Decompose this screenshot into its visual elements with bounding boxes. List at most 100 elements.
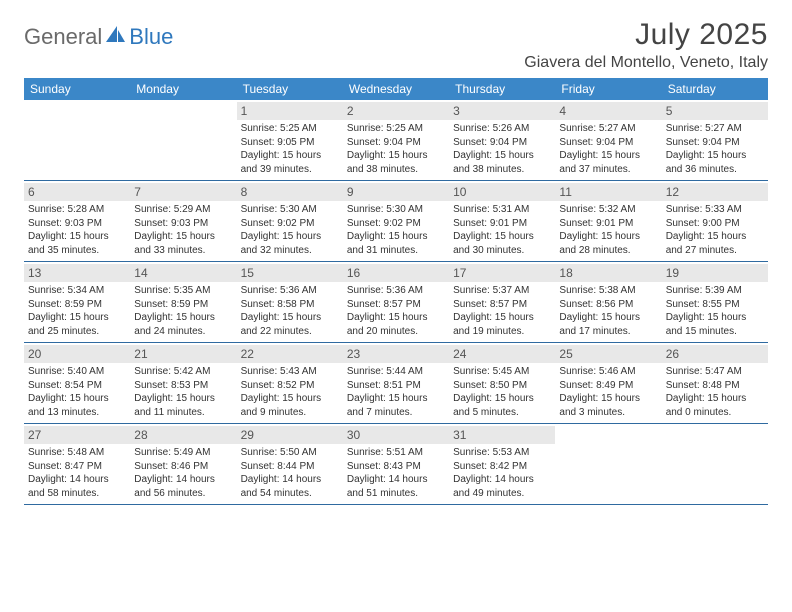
calendar-cell: 1Sunrise: 5:25 AMSunset: 9:05 PMDaylight… (237, 100, 343, 180)
calendar-cell: 20Sunrise: 5:40 AMSunset: 8:54 PMDayligh… (24, 343, 130, 423)
calendar-cell: 29 Sunrise: 5:50 AMSunset: 8:44 PMDayligh… (237, 424, 343, 504)
day-number: 21 (130, 345, 236, 363)
day-header: Monday (130, 78, 236, 100)
day-header: Thursday (449, 78, 555, 100)
calendar-cell: 15 Sunrise: 5:36 AMSunset: 8:58 PMDayligh… (237, 262, 343, 342)
day-details: Sunrise: 5:27 AMSunset: 9:04 PMDaylight:… (559, 122, 657, 176)
day-details: Sunrise: 5:38 AMSunset: 8:56 PMDaylight:… (559, 284, 657, 338)
day-details: Sunrise: 5:43 AMSunset: 8:52 PMDaylight:… (241, 365, 339, 419)
calendar-cell: 24 Sunrise: 5:45 AMSunset: 8:50 PMDayligh… (449, 343, 555, 423)
calendar-cell: 2Sunrise: 5:25 AMSunset: 9:04 PMDaylight… (343, 100, 449, 180)
day-number: 10 (449, 183, 555, 201)
day-details: Sunrise: 5:47 AMSunset: 8:48 PMDaylight:… (666, 365, 764, 419)
day-details: Sunrise: 5:31 AMSunset: 9:01 PMDaylight:… (453, 203, 551, 257)
calendar-cell: 30 Sunrise: 5:51 AMSunset: 8:43 PMDayligh… (343, 424, 449, 504)
day-number: 26 (662, 345, 768, 363)
calendar-cell: 3 Sunrise: 5:26 AMSunset: 9:04 PMDaylight… (449, 100, 555, 180)
calendar-cell: 8 Sunrise: 5:30 AMSunset: 9:02 PMDaylight… (237, 181, 343, 261)
day-details: Sunrise: 5:51 AMSunset: 8:43 PMDaylight:… (347, 446, 445, 500)
day-number: 30 (343, 426, 449, 444)
day-details: Sunrise: 5:44 AMSunset: 8:51 PMDaylight:… (347, 365, 445, 419)
day-details: Sunrise: 5:36 AMSunset: 8:57 PMDaylight:… (347, 284, 445, 338)
day-number: 27 (24, 426, 130, 444)
calendar-cell: 4 Sunrise: 5:27 AMSunset: 9:04 PMDaylight… (555, 100, 661, 180)
calendar-cell: 28 Sunrise: 5:49 AMSunset: 8:46 PMDayligh… (130, 424, 236, 504)
day-number: 4 (555, 102, 661, 120)
day-number: 16 (343, 264, 449, 282)
day-number: 3 (449, 102, 555, 120)
calendar-cell: . (662, 424, 768, 504)
calendar-cell: . (130, 100, 236, 180)
day-number: 14 (130, 264, 236, 282)
calendar-cell: 9Sunrise: 5:30 AMSunset: 9:02 PMDaylight… (343, 181, 449, 261)
day-number: 8 (237, 183, 343, 201)
calendar-cell: 5Sunrise: 5:27 AMSunset: 9:04 PMDaylight… (662, 100, 768, 180)
day-number: 31 (449, 426, 555, 444)
calendar-cell: . (555, 424, 661, 504)
day-details: Sunrise: 5:35 AMSunset: 8:59 PMDaylight:… (134, 284, 232, 338)
day-number: 18 (555, 264, 661, 282)
day-header: Friday (555, 78, 661, 100)
day-number: 9 (343, 183, 449, 201)
calendar-cell: 6 Sunrise: 5:28 AMSunset: 9:03 PMDaylight… (24, 181, 130, 261)
day-number: 13 (24, 264, 130, 282)
logo: General Blue (24, 18, 173, 50)
day-details: Sunrise: 5:29 AMSunset: 9:03 PMDaylight:… (134, 203, 232, 257)
week-row: 6 Sunrise: 5:28 AMSunset: 9:03 PMDaylight… (24, 181, 768, 262)
day-details: Sunrise: 5:25 AMSunset: 9:04 PMDaylight:… (347, 122, 445, 176)
week-row: 27 Sunrise: 5:48 AMSunset: 8:47 PMDayligh… (24, 424, 768, 505)
day-details: Sunrise: 5:42 AMSunset: 8:53 PMDaylight:… (134, 365, 232, 419)
day-header: Saturday (662, 78, 768, 100)
calendar-cell: 26 Sunrise: 5:47 AMSunset: 8:48 PMDayligh… (662, 343, 768, 423)
day-number: 20 (24, 345, 130, 363)
calendar-cell: 23Sunrise: 5:44 AMSunset: 8:51 PMDayligh… (343, 343, 449, 423)
day-number: 12 (662, 183, 768, 201)
day-details: Sunrise: 5:30 AMSunset: 9:02 PMDaylight:… (241, 203, 339, 257)
header: General Blue July 2025 Giavera del Monte… (24, 18, 768, 72)
calendar-cell: 7 Sunrise: 5:29 AMSunset: 9:03 PMDaylight… (130, 181, 236, 261)
week-row: 20Sunrise: 5:40 AMSunset: 8:54 PMDayligh… (24, 343, 768, 424)
week-row: ..1Sunrise: 5:25 AMSunset: 9:05 PMDaylig… (24, 100, 768, 181)
week-row: 13 Sunrise: 5:34 AMSunset: 8:59 PMDayligh… (24, 262, 768, 343)
day-number: 29 (237, 426, 343, 444)
day-header-row: SundayMondayTuesdayWednesdayThursdayFrid… (24, 78, 768, 100)
day-details: Sunrise: 5:46 AMSunset: 8:49 PMDaylight:… (559, 365, 657, 419)
day-details: Sunrise: 5:45 AMSunset: 8:50 PMDaylight:… (453, 365, 551, 419)
calendar-cell: 17 Sunrise: 5:37 AMSunset: 8:57 PMDayligh… (449, 262, 555, 342)
day-details: Sunrise: 5:26 AMSunset: 9:04 PMDaylight:… (453, 122, 551, 176)
day-details: Sunrise: 5:39 AMSunset: 8:55 PMDaylight:… (666, 284, 764, 338)
calendar-cell: 12Sunrise: 5:33 AMSunset: 9:00 PMDayligh… (662, 181, 768, 261)
calendar-cell: 27 Sunrise: 5:48 AMSunset: 8:47 PMDayligh… (24, 424, 130, 504)
day-details: Sunrise: 5:34 AMSunset: 8:59 PMDaylight:… (28, 284, 126, 338)
title-block: July 2025 Giavera del Montello, Veneto, … (524, 18, 768, 72)
day-number: 19 (662, 264, 768, 282)
day-details: Sunrise: 5:48 AMSunset: 8:47 PMDaylight:… (28, 446, 126, 500)
day-details: Sunrise: 5:25 AMSunset: 9:05 PMDaylight:… (241, 122, 339, 176)
day-number: 17 (449, 264, 555, 282)
day-details: Sunrise: 5:49 AMSunset: 8:46 PMDaylight:… (134, 446, 232, 500)
calendar-cell: 16 Sunrise: 5:36 AMSunset: 8:57 PMDayligh… (343, 262, 449, 342)
day-number: 11 (555, 183, 661, 201)
day-details: Sunrise: 5:37 AMSunset: 8:57 PMDaylight:… (453, 284, 551, 338)
day-details: Sunrise: 5:50 AMSunset: 8:44 PMDaylight:… (241, 446, 339, 500)
day-number: 6 (24, 183, 130, 201)
day-header: Wednesday (343, 78, 449, 100)
calendar-cell: 11 Sunrise: 5:32 AMSunset: 9:01 PMDayligh… (555, 181, 661, 261)
day-details: Sunrise: 5:32 AMSunset: 9:01 PMDaylight:… (559, 203, 657, 257)
day-details: Sunrise: 5:36 AMSunset: 8:58 PMDaylight:… (241, 284, 339, 338)
day-number: 25 (555, 345, 661, 363)
weeks-container: ..1Sunrise: 5:25 AMSunset: 9:05 PMDaylig… (24, 100, 768, 505)
calendar-cell: 13 Sunrise: 5:34 AMSunset: 8:59 PMDayligh… (24, 262, 130, 342)
day-details: Sunrise: 5:53 AMSunset: 8:42 PMDaylight:… (453, 446, 551, 500)
day-number: 15 (237, 264, 343, 282)
day-details: Sunrise: 5:28 AMSunset: 9:03 PMDaylight:… (28, 203, 126, 257)
calendar-cell: 18 Sunrise: 5:38 AMSunset: 8:56 PMDayligh… (555, 262, 661, 342)
calendar-cell: 10 Sunrise: 5:31 AMSunset: 9:01 PMDayligh… (449, 181, 555, 261)
calendar-cell: 31 Sunrise: 5:53 AMSunset: 8:42 PMDayligh… (449, 424, 555, 504)
day-number: 24 (449, 345, 555, 363)
calendar-cell: 21 Sunrise: 5:42 AMSunset: 8:53 PMDayligh… (130, 343, 236, 423)
calendar-cell: . (24, 100, 130, 180)
day-number: 28 (130, 426, 236, 444)
sail-icon (106, 26, 126, 49)
day-number: 7 (130, 183, 236, 201)
